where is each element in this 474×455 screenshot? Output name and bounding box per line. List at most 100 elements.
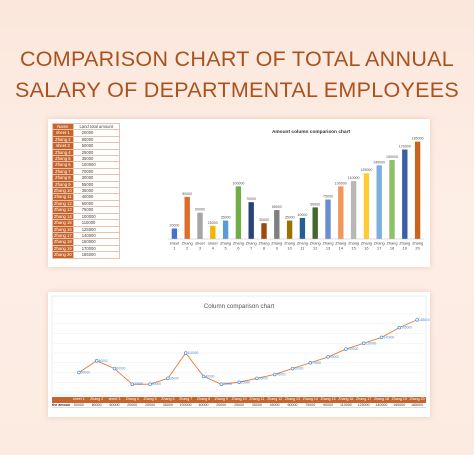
table-row: Zhang 4 25000 (52, 148, 120, 157)
row-amount: 110000 (72, 219, 120, 227)
bar-chart: Amount column comparison chart 20000 shee… (168, 129, 424, 251)
x-tick-label: Zhang 13 (322, 241, 333, 251)
table-row: Zhang 17 140000 (52, 231, 120, 240)
table-row: Zhang 15 110000 (52, 219, 120, 227)
bar (325, 199, 331, 239)
line-table-value: 20000 (145, 402, 156, 407)
table-row: Zhang 9 55000 (52, 180, 120, 189)
point-value-label: 125000 (366, 341, 377, 345)
point-value-label: 165000 (401, 326, 412, 330)
bar (402, 149, 408, 239)
table-row: sheet 3 50000 (52, 142, 120, 150)
point-value-label: 25000 (241, 380, 250, 384)
line-table-category: Zhang 5 (143, 397, 157, 401)
bar-value-label: 110000 (348, 176, 360, 180)
series-line (78, 319, 418, 385)
point-value-label: 110000 (348, 347, 359, 351)
line-table-category: Zhang 14 (302, 397, 318, 401)
line-table-category: Zhang 15 (320, 397, 336, 401)
line-table-data-row: the amount 50000 80000 60000 20000 20000 35000… (52, 402, 426, 409)
row-amount: 140000 (72, 231, 120, 240)
line-table-value: 100000 (179, 402, 192, 407)
row-amount: 50000 (72, 142, 120, 150)
point-value-label: 20000 (223, 382, 232, 386)
x-tick-label: Zhang 2 (182, 241, 193, 251)
x-tick-label: Zhang 5 (220, 241, 231, 251)
data-point (183, 351, 188, 355)
bar (210, 225, 216, 239)
point-value-label: 35000 (170, 376, 179, 380)
x-tick-label: Zhang 17 (374, 241, 385, 251)
bar (235, 186, 242, 239)
bar (248, 202, 254, 239)
row-amount: 35000 (72, 154, 120, 163)
bar (338, 186, 344, 239)
x-tick-label: Zhang 12 (310, 241, 321, 251)
bar-value-label: 50000 (195, 208, 205, 212)
line-chart: Column comparison chart 50000 80000 60000 2… (51, 295, 430, 396)
data-point (237, 380, 241, 384)
row-amount: 55000 (72, 180, 120, 189)
x-tick-label: sheet 4 (208, 241, 218, 251)
row-amount: 185000 (72, 251, 120, 259)
line-table-value: 20000 (216, 402, 227, 407)
row-amount: 170000 (72, 244, 120, 253)
row-amount: 40000 (72, 193, 120, 201)
table-row: Zhang 10 35000 (52, 187, 120, 195)
line-data-table: sheet 1 Zhang 2 sheet 3 Zhang 4 Zhang 5 Zhang… (52, 397, 426, 409)
bar-value-label: 125000 (360, 168, 372, 172)
x-tick-label: Zhang 9 (271, 241, 282, 251)
row-amount: 20000 (72, 129, 120, 137)
bar (197, 212, 203, 239)
row-amount: 25000 (72, 148, 120, 157)
salary-table-header: Name Land total amount (52, 122, 120, 131)
line-table-category: Zhang 9 (214, 397, 228, 401)
point-value-label: 80000 (99, 359, 108, 363)
line-table-category: Zhang 16 (338, 397, 354, 401)
table-row: Zhang 18 150000 (52, 238, 120, 246)
x-tick-label: Zhang 19 (399, 241, 410, 251)
table-row: Zhang 11 40000 (52, 193, 120, 201)
line-table-header-row: sheet 1 Zhang 2 sheet 3 Zhang 4 Zhang 5 Zhang… (52, 397, 426, 403)
data-point (415, 318, 419, 322)
x-tick-label: Zhang 8 (258, 241, 269, 251)
data-point (94, 359, 99, 363)
line-table-category: sheet 1 (73, 397, 85, 401)
line-table-category: Zhang 4 (125, 397, 139, 401)
line-table-value: 185000 (411, 402, 424, 407)
table-row: Zhang 19 170000 (52, 244, 120, 253)
page-title-line-2: SALARY OF DEPARTMENTAL EMPLOYEES (14, 78, 460, 102)
line-table-value: 165000 (393, 402, 406, 407)
point-value-label: 75000 (312, 361, 321, 365)
point-value-label: 45000 (277, 372, 286, 376)
bar-value-label: 80000 (182, 192, 192, 196)
table-row: Zhang 12 60000 (52, 199, 120, 208)
x-tick-label: Zhang 11 (297, 241, 308, 251)
table-row: Zhang 8 30000 (52, 174, 120, 182)
bar-value-label: 75000 (323, 195, 333, 199)
point-value-label: 20000 (152, 382, 161, 386)
bar (274, 210, 280, 239)
line-table-value: 50000 (73, 402, 84, 407)
point-value-label: 60000 (295, 367, 304, 371)
bar-value-label: 150000 (386, 155, 398, 159)
bar-value-label: 55000 (272, 205, 282, 209)
data-point (272, 372, 277, 377)
row-amount: 80000 (72, 135, 120, 144)
row-amount: 100000 (72, 161, 120, 169)
row-label: the amount (52, 402, 70, 407)
data-point (219, 382, 224, 386)
line-table-value: 80000 (91, 402, 102, 407)
point-value-label: 60000 (117, 367, 126, 371)
line-table-value: 40000 (198, 402, 209, 407)
bar (184, 196, 190, 239)
bar-value-label: 140000 (373, 160, 385, 164)
bar (171, 228, 178, 239)
bar (363, 173, 370, 239)
bar (376, 165, 382, 239)
table-row: Zhang 7 70000 (52, 167, 120, 176)
point-value-label: 50000 (81, 371, 90, 375)
bar (286, 220, 293, 239)
table-row: Zhang 13 75000 (52, 206, 120, 214)
point-value-label: 20000 (134, 382, 143, 386)
